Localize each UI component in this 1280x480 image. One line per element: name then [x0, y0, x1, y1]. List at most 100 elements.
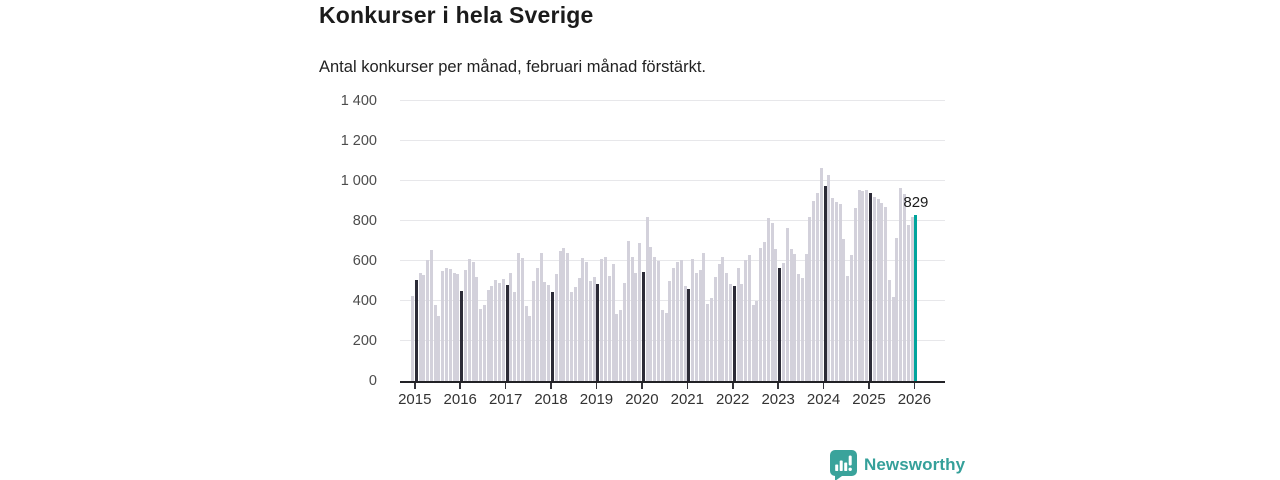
newsworthy-logo-icon: [830, 449, 857, 480]
bar-month: [728, 284, 732, 381]
bar-month: [573, 287, 577, 381]
bar-month: [887, 280, 891, 381]
bar-month: [433, 305, 437, 381]
bar-month: [592, 277, 596, 381]
bar-month: [691, 259, 695, 381]
bar-month: [615, 314, 619, 381]
x-tick-2020: [641, 383, 643, 389]
bar-month: [895, 238, 899, 381]
bar-month: [819, 168, 823, 381]
bar-month: [698, 270, 702, 381]
bar-february: [823, 186, 827, 381]
bar-month: [910, 217, 914, 381]
bar-month: [509, 273, 513, 381]
y-tick-label: 1 000: [340, 173, 377, 189]
x-tick-2022: [731, 383, 734, 389]
bar-month: [903, 194, 907, 381]
bar-month: [516, 253, 520, 381]
bar-month: [857, 190, 861, 381]
bar-month: [441, 271, 445, 381]
bar-february: [460, 291, 464, 381]
y-tick-label: 1 200: [340, 133, 377, 149]
bar-month: [759, 248, 763, 381]
bar-month: [683, 286, 687, 381]
x-tick-label-2022: 2022: [716, 391, 750, 408]
bar-month: [744, 260, 748, 381]
x-tick-label-2015: 2015: [398, 391, 432, 408]
x-tick-2023: [777, 383, 779, 389]
bar-month: [585, 262, 589, 381]
bar-month: [411, 296, 414, 381]
bar-month: [747, 255, 751, 381]
bar-month: [827, 175, 831, 381]
bar-month: [479, 309, 483, 381]
bar-month: [611, 264, 615, 381]
y-tick-label: 600: [352, 253, 377, 269]
bar-month: [861, 191, 865, 381]
bar-month: [774, 249, 778, 381]
bar-month: [520, 258, 524, 381]
bar-february: [414, 280, 418, 381]
bar-month: [842, 239, 846, 381]
plot-area: 2015 2016 2017 2018 2019 2020 2021 2022 2023 2024…: [398, 100, 945, 408]
bar-month: [630, 257, 634, 381]
bar-month: [706, 304, 710, 381]
chart-subtitle: Antal konkurser per månad, februari måna…: [319, 58, 707, 76]
bar-month: [872, 197, 876, 381]
x-tick-label-2018: 2018: [534, 391, 568, 408]
bar-month: [498, 283, 502, 381]
y-tick-label: 800: [352, 213, 377, 229]
bar-month: [422, 275, 426, 381]
gridline-1000: [400, 180, 945, 181]
bar-month: [562, 248, 566, 381]
bar-month: [471, 262, 475, 381]
bar-month: [513, 292, 517, 381]
bar-month: [710, 298, 713, 381]
bar-month: [804, 254, 808, 381]
bar-month: [808, 217, 812, 381]
bar-month: [501, 279, 505, 381]
x-tick-label-2025: 2025: [852, 391, 886, 408]
x-tick-2016: [459, 383, 461, 389]
bar-month: [448, 269, 452, 381]
bar-month: [660, 310, 664, 381]
gridline-600: [400, 260, 945, 261]
bar-month: [490, 286, 494, 381]
bar-month: [649, 247, 653, 381]
bar-month: [558, 251, 562, 381]
x-tick-label-2023: 2023: [761, 391, 795, 408]
bar-month: [622, 283, 626, 381]
bar-month: [638, 243, 642, 381]
bar-month: [876, 199, 880, 381]
bar-month: [456, 274, 460, 381]
bar-month: [751, 305, 755, 381]
bar-february: [778, 268, 782, 381]
bar-month: [653, 257, 657, 381]
bar-month: [906, 225, 910, 381]
bar-month: [588, 281, 592, 381]
bar-month: [645, 217, 649, 381]
y-tick-label: 200: [352, 333, 377, 349]
brand-footer: Newsworthy: [830, 449, 966, 480]
bar-month: [634, 273, 638, 381]
x-tick-2025: [868, 383, 870, 389]
bar-month: [445, 268, 449, 381]
bar-month: [437, 316, 441, 381]
x-tick-2024: [822, 383, 825, 389]
brand-name: Newsworthy: [864, 455, 966, 474]
bar-month: [626, 241, 630, 381]
bar-month: [679, 260, 683, 381]
bar-month: [740, 284, 744, 381]
bar-month: [668, 281, 672, 381]
bar-month: [486, 290, 490, 381]
bar-month: [694, 273, 698, 381]
bar-month: [725, 273, 729, 381]
x-tick-label-2021: 2021: [670, 391, 704, 408]
bar-month: [766, 218, 770, 381]
bar-month: [865, 190, 869, 381]
bar-month: [543, 282, 547, 381]
bar-month: [532, 281, 536, 381]
bar-month: [554, 274, 558, 381]
bar-month: [577, 278, 581, 381]
bar-month: [619, 310, 623, 381]
